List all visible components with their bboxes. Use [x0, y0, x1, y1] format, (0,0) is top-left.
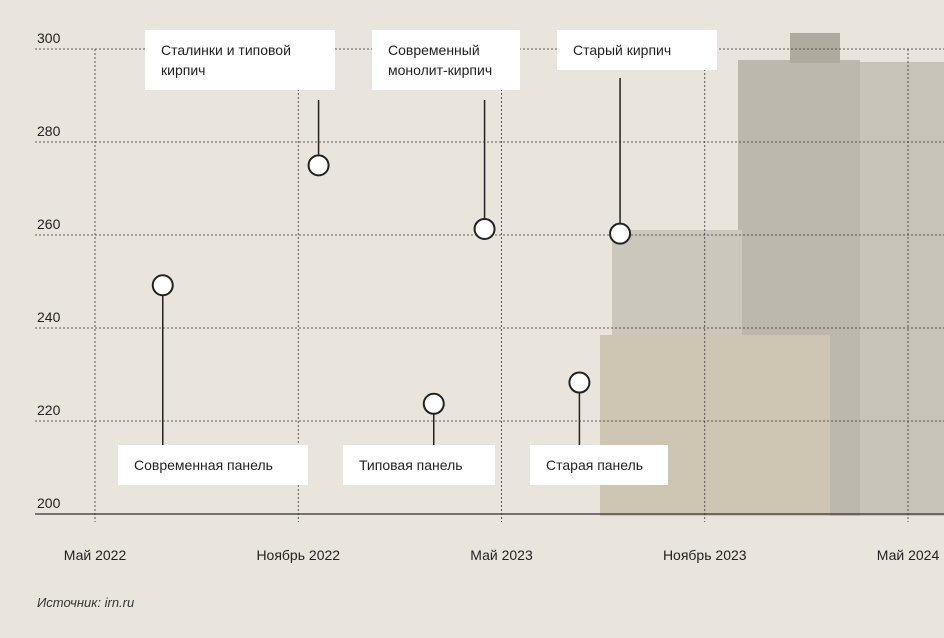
- callout-dot: [424, 394, 444, 414]
- legend-label: Старый кирпич: [557, 30, 717, 70]
- chart: 200 220 240 260 280 300 Май 2022 Ноябрь 2022 Май…: [0, 0, 944, 638]
- source: Источник: irn.ru: [37, 595, 134, 610]
- x-tick-label: Ноябрь 2022: [256, 547, 340, 563]
- building: [600, 335, 830, 516]
- legend-label: Современный монолит-кирпич: [372, 30, 520, 90]
- callout-dot: [475, 219, 495, 239]
- building: [790, 33, 840, 63]
- x-tick-label: Май 2024: [877, 547, 940, 563]
- background-buildings: [600, 33, 944, 516]
- legend-label: Современная панель: [118, 445, 308, 485]
- y-tick-label: 280: [37, 123, 61, 139]
- x-tick-label: Ноябрь 2023: [663, 547, 747, 563]
- callout-dot: [610, 224, 630, 244]
- y-tick-label: 300: [37, 30, 61, 46]
- callout-dot: [153, 275, 173, 295]
- y-tick-label: 240: [37, 309, 61, 325]
- legend-label: Сталинки и типовой кирпич: [145, 30, 335, 90]
- callout-dot: [309, 155, 329, 175]
- callout-dot: [569, 373, 589, 393]
- legend-label: Старая панель: [530, 445, 668, 485]
- legend-label: Типовая панель: [343, 445, 495, 485]
- building: [860, 62, 944, 516]
- x-tick-label: Май 2022: [64, 547, 127, 563]
- y-tick-label: 260: [37, 216, 61, 232]
- x-tick-label: Май 2023: [470, 547, 533, 563]
- page: 200 220 240 260 280 300 Май 2022 Ноябрь 2022 Май…: [0, 0, 944, 638]
- building: [612, 230, 742, 350]
- y-tick-label: 200: [37, 495, 61, 511]
- y-tick-label: 220: [37, 402, 61, 418]
